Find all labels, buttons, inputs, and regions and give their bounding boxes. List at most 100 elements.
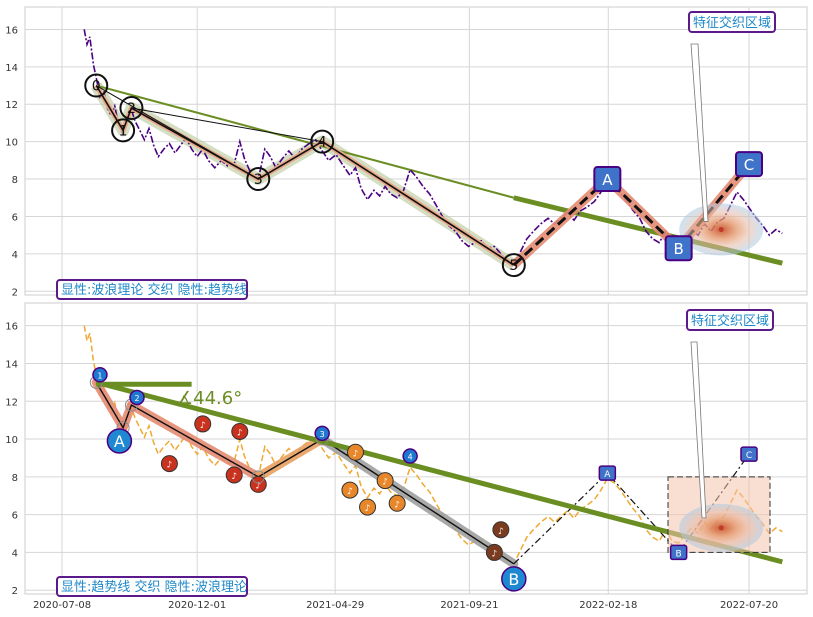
note-marker: [249, 475, 267, 493]
y-tick-label: 10: [5, 435, 18, 446]
note-marker-glyph: ♪: [394, 500, 400, 510]
note-marker: [492, 521, 510, 539]
note-marker: [194, 415, 212, 433]
note-marker: [347, 443, 365, 461]
y-tick-label: 14: [5, 359, 18, 370]
abc-label: C: [746, 451, 752, 461]
abc-box: [735, 151, 763, 178]
x-tick-label: 2021-04-29: [306, 600, 364, 611]
note-marker-glyph: ♪: [200, 421, 206, 431]
wave-number-marker: [129, 389, 145, 406]
abc-label: A: [602, 171, 613, 189]
note-marker: [485, 543, 503, 561]
y-tick-label: 12: [5, 100, 18, 111]
wave-number-marker: [314, 425, 330, 442]
top-chart-content: 0 1 2 3 4 5 A B C: [83, 29, 783, 278]
note-marker: [160, 455, 178, 473]
abc-path: [512, 163, 751, 267]
y-tick-label: 16: [5, 322, 18, 333]
y-tick-label: 10: [5, 138, 18, 149]
angle-label: ∡44.6°: [177, 388, 242, 409]
wave-point-circle: [310, 129, 335, 154]
wave-point-ghost: [251, 470, 265, 484]
wave-point-circle: [119, 95, 144, 120]
y-tick-label: 2: [12, 586, 18, 597]
price-series: [83, 29, 783, 267]
top-caption-box: [56, 279, 248, 300]
wave-number-label: 1: [97, 371, 102, 380]
y-tick-label: 4: [12, 548, 18, 559]
note-marker: [225, 466, 243, 484]
y-tick-label: 6: [12, 212, 18, 223]
wave-point-circle: [111, 118, 136, 143]
y-tick-label: 6: [12, 511, 18, 522]
note-marker: [388, 494, 406, 512]
bottom-caption-box: [56, 576, 248, 597]
y-tick-label: 2: [12, 287, 18, 298]
abc-box: [598, 465, 617, 481]
bottom-caption: 显性:趋势线 交织 隐性:波浪理论: [61, 579, 247, 595]
note-marker: [359, 498, 377, 516]
y-tick-label: 4: [12, 250, 18, 261]
bottom-y-axis: 2 4 6 8 10 12 14 16: [5, 322, 18, 598]
x-axis: 2020-07-08 2020-12-01 2021-04-29 2021-09-21…: [33, 600, 778, 611]
big-wave-label-circle: [501, 566, 527, 592]
wave-point-label: 3: [254, 172, 263, 188]
note-marker-glyph: ♪: [492, 549, 498, 559]
y-tick-label: 8: [12, 175, 18, 186]
note-marker: [376, 472, 394, 490]
wave-number-label: 4: [408, 453, 413, 462]
top-caption: 显性:波浪理论 交织 隐性:趋势线: [61, 282, 247, 298]
price-series: [83, 325, 783, 565]
x-tick-label: 2022-02-18: [579, 600, 637, 611]
top-y-axis: 2 4 6 8 10 12 14 16: [5, 25, 18, 298]
highlight-center: [718, 525, 724, 531]
abc-path: [513, 453, 750, 565]
y-tick-label: 14: [5, 63, 18, 74]
abc-label: B: [673, 240, 683, 258]
note-marker-glyph: ♪: [382, 478, 388, 488]
wave-point-label: 4: [318, 135, 327, 151]
wave-point-label: 2: [127, 101, 136, 117]
channel-line: [321, 141, 515, 266]
wave-point-label: 1: [119, 123, 128, 139]
wave-number-marker: [402, 448, 418, 464]
abc-box: [740, 446, 758, 462]
wave-point-circle: [246, 167, 271, 192]
note-marker-glyph: ♪: [353, 449, 359, 459]
wave-number-marker: [92, 367, 108, 383]
wave-number-label: 3: [320, 430, 325, 439]
note-marker: [231, 422, 249, 440]
note-marker-glyph: ♪: [167, 461, 173, 471]
note-marker-glyph: ♪: [365, 504, 371, 514]
wave-point-circle: [501, 253, 526, 278]
big-wave-label: A: [114, 432, 125, 451]
note-marker-glyph: ♪: [498, 527, 504, 537]
big-wave-label-circle: [106, 428, 133, 454]
note-marker-glyph: ♪: [237, 428, 243, 438]
note-marker-glyph: ♪: [255, 481, 261, 491]
channel-line: [131, 107, 323, 143]
trend-line: [95, 84, 515, 199]
y-tick-label: 8: [12, 473, 18, 484]
y-tick-label: 12: [5, 397, 18, 408]
wave-point-label: 5: [509, 258, 518, 274]
x-tick-label: 2021-09-21: [440, 600, 498, 611]
abc-box: [669, 544, 688, 561]
big-wave-label: B: [508, 570, 519, 589]
note-marker-glyph: ♪: [347, 487, 353, 497]
annotation-arrow: [690, 43, 709, 222]
note-marker-glyph: ♪: [231, 472, 237, 482]
abc-label: B: [676, 549, 682, 559]
wave-point-label: 0: [92, 79, 101, 95]
abc-box: [664, 235, 693, 262]
top-annotation: 特征交织区域: [693, 15, 771, 31]
abc-label: C: [744, 156, 754, 174]
x-tick-label: 2022-07-20: [720, 600, 778, 611]
bottom-chart-content: ♪ ♪ ♪ ♪ ♪ ♪ ♪ ♪ ♪ ♪ ♪ ♪ 1 2 3 4 A B C A B: [83, 325, 783, 592]
abc-box: [593, 166, 622, 193]
bottom-annotation-box: [686, 309, 774, 331]
top-annotation-box: [688, 11, 776, 33]
x-tick-label: 2020-07-08: [33, 600, 91, 611]
